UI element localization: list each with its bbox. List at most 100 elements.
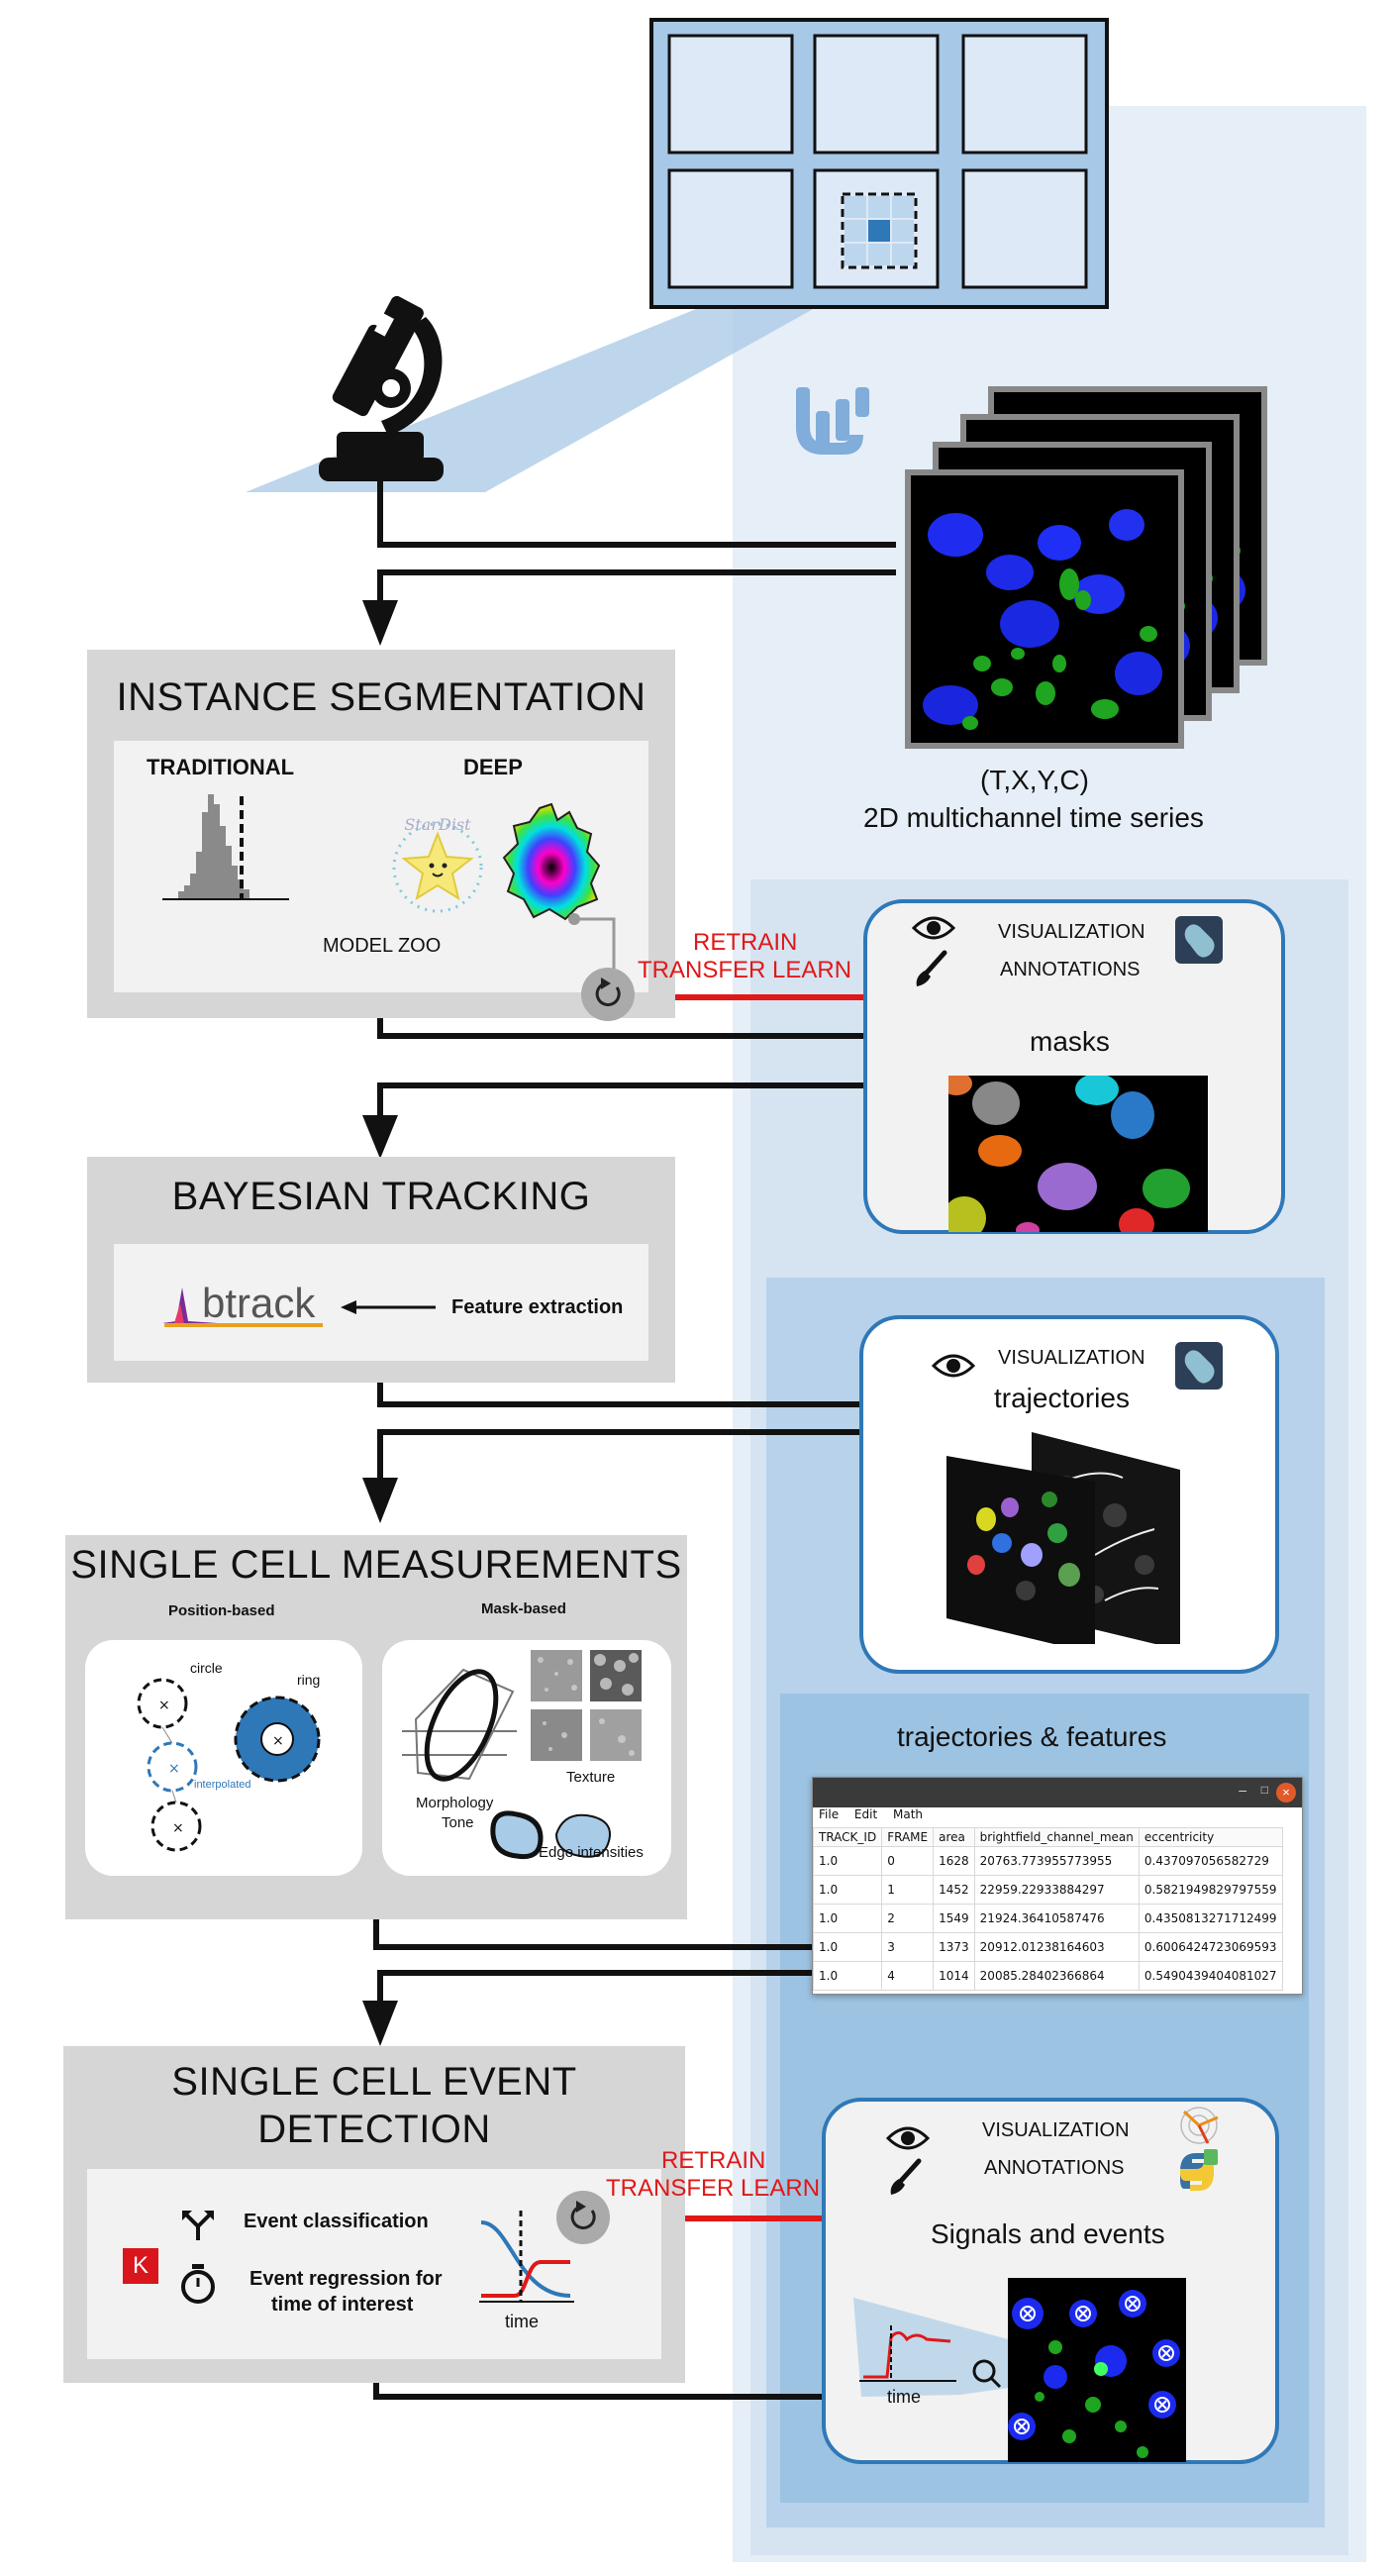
python-logo-icon [1180,2149,1218,2191]
table-cell[interactable]: 22959.22933884297 [973,1875,1140,1905]
features-table-window: – □ × File Edit Math TRACK_ID FRAME area… [812,1777,1303,1995]
menu-edit[interactable]: Edit [853,1807,878,1821]
napari-logo-icon-traj [1175,1342,1223,1390]
target-plot-icon [1180,2107,1219,2144]
eye-icon-signals[interactable] [885,2121,931,2155]
maximize-icon[interactable]: □ [1260,1783,1268,1797]
keras-logo: K [123,2248,158,2284]
morphology-label: Morphology [416,1795,494,1811]
paintbrush-icon[interactable] [911,949,950,988]
table-cell[interactable]: 1373 [933,1932,975,1962]
paintbrush-icon-signals[interactable] [885,2157,925,2197]
retrain-button-segmentation[interactable] [581,968,635,1021]
eye-icon[interactable] [911,911,956,945]
btrack-logo-text: btrack [202,1280,316,1326]
refresh-icon [595,978,621,1007]
table-cell[interactable]: 3 [881,1932,935,1962]
table-cell[interactable]: 0.6006424723069593 [1138,1932,1283,1962]
tracking-inner [114,1244,648,1361]
col-eccentricity[interactable]: eccentricity [1138,1827,1283,1847]
table-cell[interactable]: 21924.36410587476 [973,1904,1140,1933]
features-table: TRACK_ID FRAME area brightfield_channel_… [813,1827,1283,1991]
retrain-label-events-1: RETRAIN [661,2147,766,2174]
window-titlebar: – □ × [813,1778,1302,1807]
table-cell[interactable]: 0.4350813271712499 [1138,1904,1283,1933]
microscope-icon [319,295,444,481]
table-cell[interactable]: 0 [881,1846,935,1876]
events-title-line2: DETECTION [257,2108,491,2151]
table-cell[interactable]: 0.5490439404081027 [1138,1961,1283,1991]
col-brightfield[interactable]: brightfield_channel_mean [973,1827,1140,1847]
table-cell[interactable]: 0.5821949829797559 [1138,1875,1283,1905]
mask-based-label: Mask-based [481,1600,566,1617]
refresh-icon [570,2201,596,2230]
stack-frame-1 [905,469,1184,749]
stopwatch-icon [181,2264,215,2304]
segmentation-title: INSTANCE SEGMENTATION [116,675,646,719]
circle-label: circle [190,1660,223,1676]
input-subtitle: 2D multichannel time series [863,802,1204,833]
table-cell[interactable]: 1.0 [813,1846,883,1876]
close-icon[interactable]: × [1276,1783,1296,1803]
signals-time-label: time [887,2387,922,2407]
svg-text:×: × [158,1698,170,1713]
tone-label: Tone [442,1814,474,1831]
table-cell[interactable]: 1.0 [813,1904,883,1933]
table-cell[interactable]: 1014 [933,1961,975,1991]
retrain-connector-seg [568,913,616,971]
masks-image [948,1076,1208,1232]
acquisition-illustration [246,18,1109,492]
trajectories-title: trajectories [994,1383,1130,1413]
table-row[interactable]: 1.0 3 1373 20912.01238164603 0.600642472… [813,1932,1283,1962]
stardist-logo: StarDist [392,815,483,913]
svg-text:×: × [168,1761,180,1777]
field-of-view-grid [841,192,918,269]
table-row[interactable]: 1.0 1 1452 22959.22933884297 0.582194982… [813,1875,1283,1905]
signal-zoom-illustration [853,2278,1186,2462]
col-area[interactable]: area [933,1827,975,1847]
table-cell[interactable]: 20085.28402366864 [973,1961,1140,1991]
histogram-threshold-icon [162,794,289,900]
masks-visualization-label: VISUALIZATION [998,921,1145,943]
menu-file[interactable]: File [819,1807,840,1821]
signals-annotations-label: ANNOTATIONS [984,2157,1125,2179]
table-cell[interactable]: 20763.773955773955 [973,1846,1140,1876]
minimize-icon[interactable]: – [1239,1782,1246,1798]
deep-label: DEEP [463,755,523,779]
texture-label: Texture [566,1769,616,1786]
table-cell[interactable]: 1.0 [813,1961,883,1991]
table-row[interactable]: 1.0 2 1549 21924.36410587476 0.435081327… [813,1904,1283,1933]
table-cell[interactable]: 1452 [933,1875,975,1905]
retrain-button-events[interactable] [556,2191,610,2244]
table-cell[interactable]: 1628 [933,1846,975,1876]
ring-label: ring [297,1672,321,1688]
table-cell[interactable]: 2 [881,1904,935,1933]
features-title: trajectories & features [897,1721,1167,1752]
menu-math[interactable]: Math [893,1807,924,1821]
table-cell[interactable]: 20912.01238164603 [973,1932,1140,1962]
traditional-label: TRADITIONAL [147,755,295,779]
retrain-label-seg-2: TRANSFER LEARN [638,957,852,983]
table-cell[interactable]: 1 [881,1875,935,1905]
interpolated-label: interpolated [194,1779,251,1791]
sigmoid-curves-icon [479,2211,574,2303]
trajectories-image [946,1432,1180,1644]
table-cell[interactable]: 1.0 [813,1932,883,1962]
menu-bar: File Edit Math [813,1807,1302,1827]
signals-title: Signals and events [931,2218,1165,2249]
table-cell[interactable]: 4 [881,1961,935,1991]
table-cell[interactable]: 1.0 [813,1875,883,1905]
event-classification-label: Event classification [244,2211,429,2232]
table-cell[interactable]: 0.437097056582729 [1138,1846,1283,1876]
col-track-id[interactable]: TRACK_ID [813,1827,883,1847]
fiji-logo-icon [796,387,869,455]
table-row[interactable]: 1.0 4 1014 20085.28402366864 0.549043940… [813,1961,1283,1991]
measurements-title: SINGLE CELL MEASUREMENTS [70,1543,682,1587]
texture-tiles [531,1650,642,1761]
table-row[interactable]: 1.0 0 1628 20763.773955773955 0.43709705… [813,1846,1283,1876]
napari-logo-icon [1175,916,1223,964]
eye-icon-trajectories[interactable] [931,1349,976,1383]
position-based-card [85,1640,362,1876]
table-cell[interactable]: 1549 [933,1904,975,1933]
col-frame[interactable]: FRAME [881,1827,935,1847]
